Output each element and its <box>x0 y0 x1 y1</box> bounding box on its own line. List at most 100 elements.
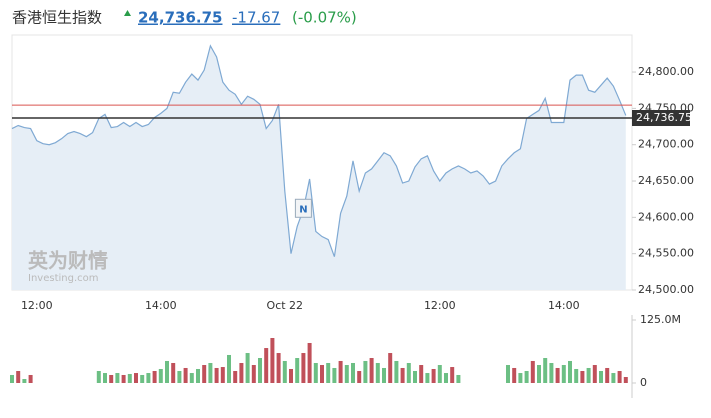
volume-bar <box>611 373 616 383</box>
volume-bar <box>518 373 523 383</box>
volume-bar <box>599 371 603 383</box>
volume-bar <box>165 360 169 383</box>
volume-bar <box>388 353 393 383</box>
volume-bar <box>425 373 430 383</box>
y-tick-label: 24,550.00 <box>638 247 694 260</box>
volume-bar <box>140 374 145 383</box>
volume-bar <box>115 373 120 383</box>
volume-bar <box>561 365 566 383</box>
x-tick-label: 12:00 <box>21 299 53 312</box>
volume-bar <box>202 365 207 383</box>
down-arrow-icon <box>124 10 131 16</box>
volume-bar <box>214 367 219 383</box>
volume-bar <box>245 353 250 383</box>
volume-bar <box>10 374 14 383</box>
volume-bar <box>152 371 157 383</box>
volume-bar <box>103 373 107 383</box>
volume-bar <box>543 358 548 383</box>
volume-bar <box>251 365 256 383</box>
volume-bar <box>400 367 405 383</box>
x-tick-label: 14:00 <box>145 299 177 312</box>
watermark-sub: Investing.com <box>28 273 99 284</box>
volume-bar <box>22 379 27 383</box>
volume-bar <box>189 373 194 383</box>
volume-bar <box>121 374 126 383</box>
volume-bar <box>276 353 281 383</box>
volume-bar <box>146 373 151 383</box>
volume-bar <box>320 365 324 383</box>
y-tick-label: 24,500.00 <box>638 283 694 296</box>
volume-bar <box>127 373 132 383</box>
x-tick-label: 14:00 <box>548 299 580 312</box>
volume-bar <box>344 365 349 383</box>
volume-bar <box>326 362 331 383</box>
volume-bar <box>394 360 399 383</box>
y-tick-label: 24,700.00 <box>638 138 694 151</box>
price-area <box>12 45 626 291</box>
volume-bar <box>444 373 448 383</box>
volume-bar <box>617 371 622 383</box>
volume-bar <box>134 373 138 383</box>
volume-bar <box>568 360 572 383</box>
volume-bar <box>301 353 306 383</box>
volume-bar <box>258 358 262 383</box>
volume-bar <box>406 362 411 383</box>
volume-bar <box>220 367 225 383</box>
x-tick-label: 12:00 <box>424 299 456 312</box>
price: 24,736.75 <box>138 9 222 27</box>
y-tick-label: 24,650.00 <box>638 174 694 187</box>
volume-bar <box>177 371 182 383</box>
volume-bar <box>369 358 374 383</box>
volume-bar <box>96 371 101 383</box>
volume-bar <box>592 365 597 383</box>
volume-bar <box>419 365 424 383</box>
volume-bar <box>586 367 591 383</box>
volume-bar <box>313 362 318 383</box>
index-title: 香港恒生指数 <box>12 9 102 27</box>
news-marker-label: N <box>299 204 307 215</box>
news-marker <box>294 198 312 218</box>
y-tick-label: 24,800.00 <box>638 65 694 78</box>
volume-tick-label: 0 <box>640 376 647 389</box>
volume-bar <box>456 374 461 383</box>
volume-bar <box>338 360 343 383</box>
volume-bar <box>537 365 541 383</box>
volume-bar <box>623 377 628 383</box>
volume-bar <box>270 338 275 383</box>
volume-bar <box>16 371 21 383</box>
volume-bar <box>28 374 33 383</box>
volume-bar <box>264 348 269 383</box>
volume-bar <box>158 368 163 383</box>
volume-bar <box>605 367 610 383</box>
volume-bar <box>555 367 560 383</box>
volume-bar <box>289 368 293 383</box>
volume-tick-label: 125.0M <box>640 313 681 326</box>
volume-bar <box>233 371 238 383</box>
volume-bar <box>437 365 442 383</box>
volume-bar <box>282 360 287 383</box>
volume-bar <box>530 360 535 383</box>
volume-bar <box>580 371 585 383</box>
volume-bar <box>363 360 368 383</box>
volume-bar <box>357 371 362 383</box>
volume-bar <box>239 362 244 383</box>
volume-bar <box>413 371 417 383</box>
volume-bar <box>375 362 380 383</box>
watermark: 英为财情 <box>28 249 108 273</box>
volume-bar <box>196 368 200 383</box>
volume-bar <box>332 367 337 383</box>
volume-bar <box>109 374 114 383</box>
volume-bar <box>208 362 213 383</box>
price-line <box>11 44 627 257</box>
volume-bar <box>512 367 517 383</box>
change: -17.67 <box>232 9 280 27</box>
volume-bar <box>295 358 300 383</box>
volume-bar <box>227 354 231 383</box>
y-tick-label: 24,600.00 <box>638 210 694 223</box>
volume-bar <box>506 365 510 383</box>
change-percent: (-0.07%) <box>292 9 357 27</box>
volume-bar <box>524 371 529 383</box>
last-price-label: 24,736.75 <box>636 111 692 124</box>
volume-bar <box>171 362 176 383</box>
